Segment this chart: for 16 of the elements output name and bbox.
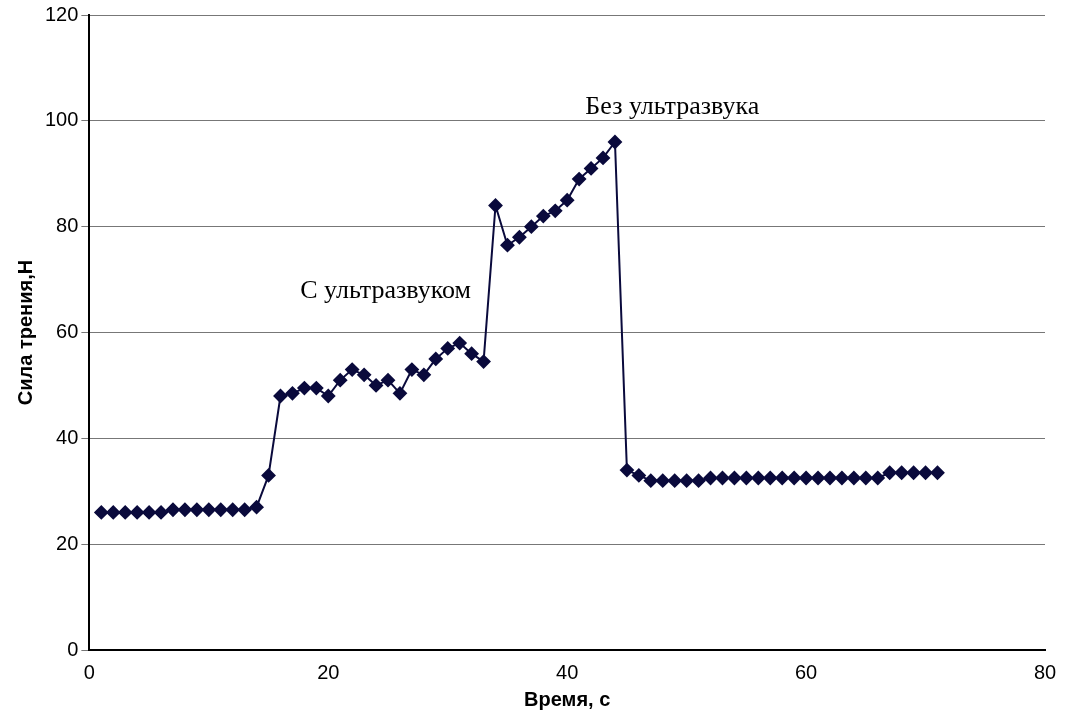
y-tick-label: 0 — [67, 637, 79, 660]
x-tick-label: 80 — [1033, 660, 1057, 683]
y-axis-title: Сила трения,Н — [13, 259, 36, 406]
x-tick-label: 40 — [556, 660, 579, 683]
y-tick-label: 100 — [44, 108, 79, 131]
annotation: Без ультразвука — [585, 90, 760, 120]
y-tick-label: 20 — [56, 531, 79, 554]
annotation: С ультразвуком — [300, 275, 471, 305]
x-tick-label: 20 — [317, 660, 340, 683]
x-tick-label: 60 — [794, 660, 818, 683]
y-tick-label: 60 — [56, 320, 79, 343]
y-tick-label: 40 — [56, 425, 79, 448]
x-axis-title: Время, с — [524, 687, 611, 710]
x-tick-label: 0 — [83, 660, 95, 683]
y-tick-label: 80 — [56, 214, 79, 237]
y-tick-label: 120 — [44, 2, 79, 25]
